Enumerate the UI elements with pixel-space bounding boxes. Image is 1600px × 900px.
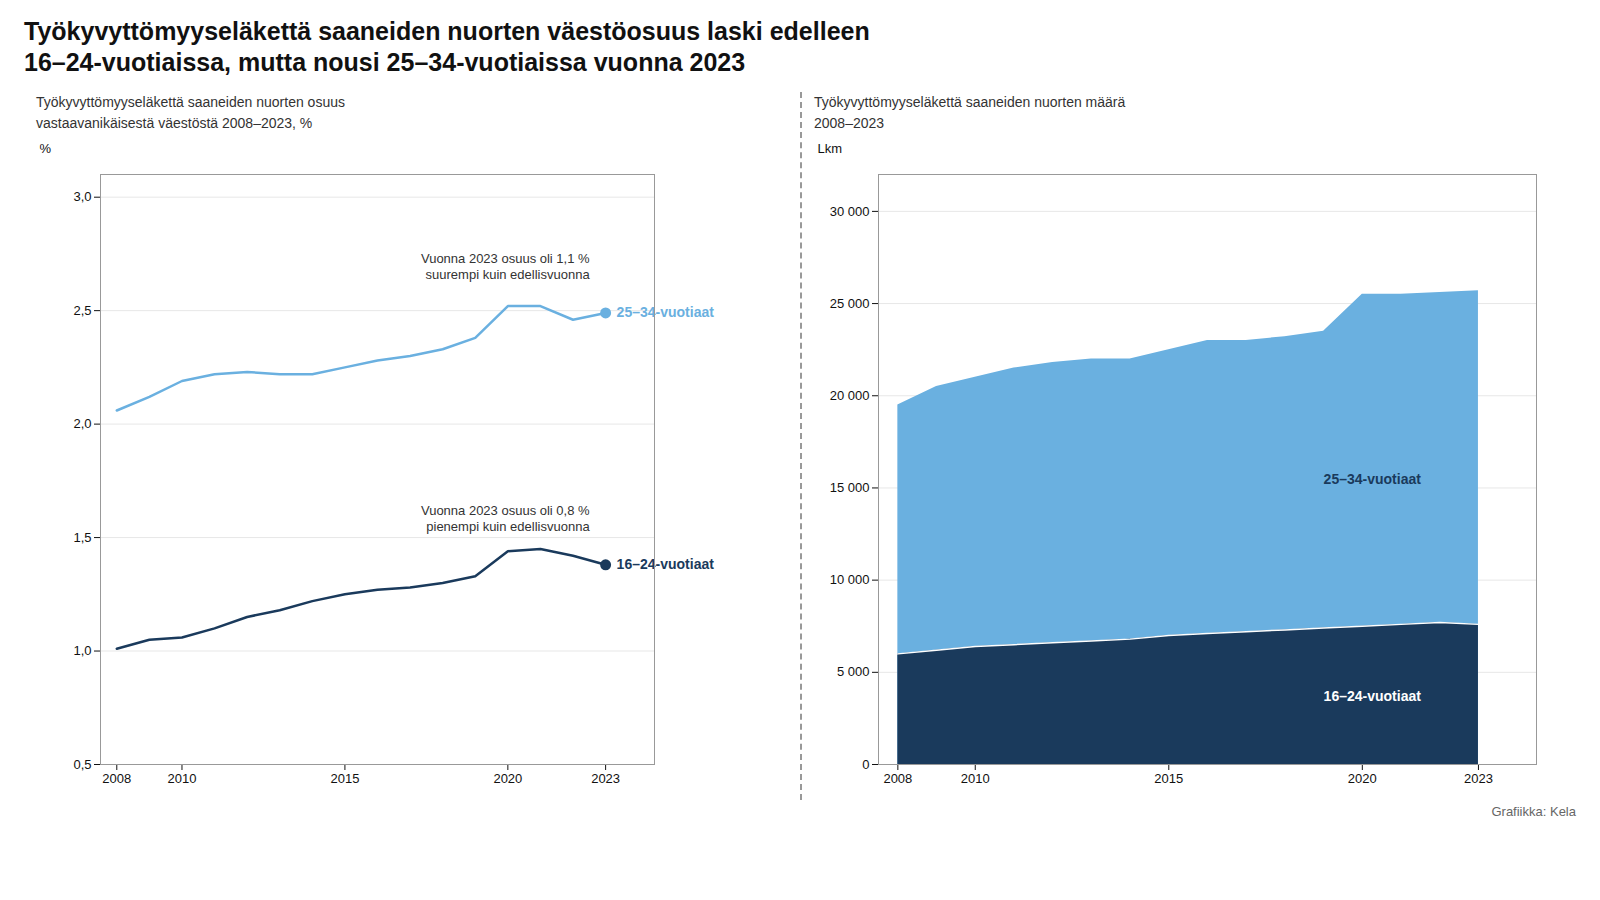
svg-text:2,0: 2,0 [73,416,91,431]
svg-text:2023: 2023 [591,771,620,786]
html-text:Työkyvyttömyyseläkettä saaneid: Työkyvyttömyyseläkettä saaneiden nuorten… [36,94,345,131]
html-text:Työkyvyttömyyseläkettä saaneid: Työkyvyttömyyseläkettä saaneiden nuorten… [814,94,1126,131]
html-text:Työkyvyttömyyseläkettä saaneid: Työkyvyttömyyseläkettä saaneiden nuorten… [24,17,870,76]
svg-text:2008: 2008 [102,771,131,786]
svg-text:25–34-vuotiaat: 25–34-vuotiaat [1324,471,1422,487]
svg-text:25 000: 25 000 [830,296,870,311]
svg-text:2010: 2010 [961,771,990,786]
svg-text:15 000: 15 000 [830,480,870,495]
svg-text:Vuonna 2023 osuus oli 1,1 %suu: Vuonna 2023 osuus oli 1,1 %suurempi kuin… [421,251,590,282]
svg-text:2015: 2015 [330,771,359,786]
svg-text:10 000: 10 000 [830,572,870,587]
svg-text:2010: 2010 [168,771,197,786]
html-text:Grafiikka: Kela: Grafiikka: Kela [1491,804,1576,819]
svg-text:2020: 2020 [1348,771,1377,786]
svg-text:2015: 2015 [1154,771,1183,786]
svg-text:20 000: 20 000 [830,388,870,403]
svg-text:Lkm: Lkm [818,141,843,156]
svg-text:0: 0 [862,757,869,772]
svg-text:16–24-vuotiaat: 16–24-vuotiaat [617,556,715,572]
svg-text:1,5: 1,5 [73,530,91,545]
svg-text:Vuonna 2023 osuus oli 0,8 %pie: Vuonna 2023 osuus oli 0,8 %pienempi kuin… [421,503,590,534]
svg-text:%: % [40,141,52,156]
svg-text:30 000: 30 000 [830,204,870,219]
svg-text:25–34-vuotiaat: 25–34-vuotiaat [617,304,715,320]
svg-text:2020: 2020 [493,771,522,786]
svg-text:0,5: 0,5 [73,757,91,772]
svg-text:16–24-vuotiaat: 16–24-vuotiaat [1324,688,1422,704]
svg-text:1,0: 1,0 [73,643,91,658]
svg-text:2,5: 2,5 [73,303,91,318]
svg-text:3,0: 3,0 [73,189,91,204]
svg-text:5 000: 5 000 [837,664,870,679]
svg-text:2008: 2008 [883,771,912,786]
svg-text:2023: 2023 [1464,771,1493,786]
